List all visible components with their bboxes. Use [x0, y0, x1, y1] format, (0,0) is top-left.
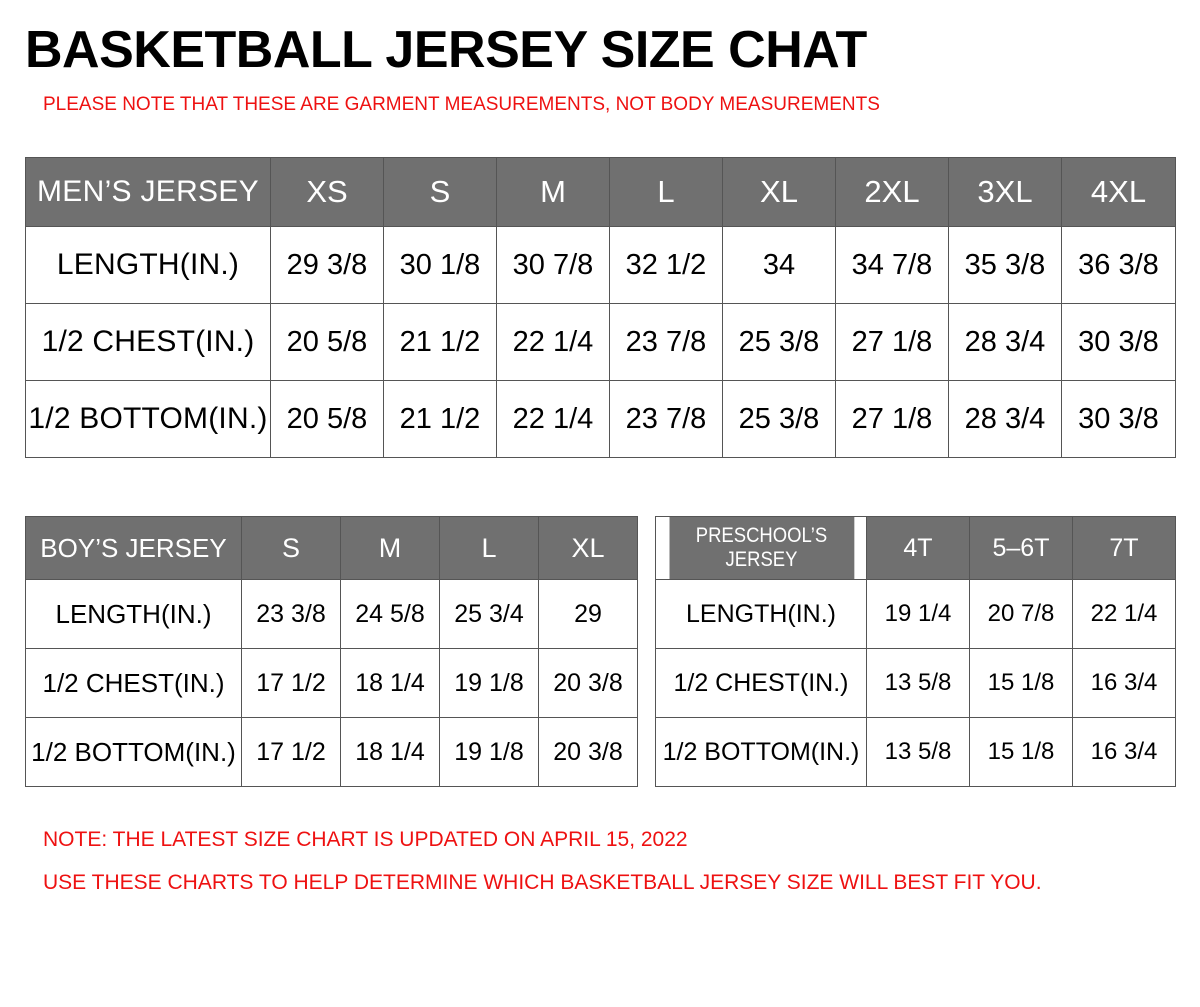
mens-jersey-table-wrapper: MEN’S JERSEY XS S M L XL 2XL 3XL 4XL LEN…	[25, 157, 1176, 459]
measurement-cell: 32 1/2	[609, 226, 723, 305]
boys-size-header: L	[439, 516, 539, 581]
row-label: 1/2 CHEST(IN.)	[655, 648, 867, 719]
row-label: 1/2 BOTTOM(IN.)	[655, 717, 867, 788]
bottom-tables-row: BOY’S JERSEY S M L XL LENGTH(IN.) 23 3/8…	[25, 516, 1176, 788]
measurement-cell: 29 3/8	[270, 226, 384, 305]
measurement-cell: 25 3/4	[439, 579, 539, 650]
measurement-cell: 23 3/8	[241, 579, 341, 650]
table-header-row: PRESCHOOL’S JERSEY 4T 5–6T 7T	[656, 516, 1176, 581]
mens-size-header: XS	[270, 157, 384, 228]
mens-size-header: M	[496, 157, 610, 228]
table-row: 1/2 BOTTOM(IN.) 17 1/2 18 1/4 19 1/8 20 …	[25, 717, 638, 788]
table-row: LENGTH(IN.) 19 1/4 20 7/8 22 1/4	[655, 579, 1176, 650]
preschool-size-header: 5–6T	[969, 516, 1073, 581]
measurement-cell: 25 3/8	[722, 380, 836, 459]
preschool-jersey-table-wrapper: PRESCHOOL’S JERSEY 4T 5–6T 7T LENGTH(IN.…	[655, 516, 1176, 788]
measurement-cell: 28 3/4	[948, 303, 1062, 382]
preschool-size-header: 7T	[1072, 516, 1176, 581]
measurement-cell: 30 1/8	[383, 226, 497, 305]
measurement-cell: 34	[722, 226, 836, 305]
footer-note-update: NOTE: THE LATEST SIZE CHART IS UPDATED O…	[43, 828, 688, 852]
boys-corner-label: BOY’S JERSEY	[25, 516, 242, 581]
measurement-cell: 20 5/8	[270, 380, 384, 459]
measurement-cell: 36 3/8	[1061, 226, 1176, 305]
measurement-cell: 20 3/8	[538, 717, 638, 788]
measurement-cell: 29	[538, 579, 638, 650]
measurement-cell: 22 1/4	[496, 303, 610, 382]
boys-size-header: M	[340, 516, 440, 581]
measurement-cell: 28 3/4	[948, 380, 1062, 459]
measurement-cell: 27 1/8	[835, 303, 949, 382]
page-title: BASKETBALL JERSEY SIZE CHAT	[25, 21, 867, 79]
measurement-cell: 19 1/4	[866, 579, 970, 650]
measurement-cell: 20 7/8	[969, 579, 1073, 650]
mens-size-header: 4XL	[1061, 157, 1176, 228]
measurement-cell: 13 5/8	[866, 717, 970, 788]
measurement-cell: 25 3/8	[722, 303, 836, 382]
measurement-cell: 19 1/8	[439, 648, 539, 719]
table-header-row: MEN’S JERSEY XS S M L XL 2XL 3XL 4XL	[25, 157, 1176, 228]
row-label: LENGTH(IN.)	[25, 226, 271, 305]
table-header-row: BOY’S JERSEY S M L XL	[25, 516, 638, 581]
measurement-notice: PLEASE NOTE THAT THESE ARE GARMENT MEASU…	[43, 94, 880, 116]
measurement-cell: 30 7/8	[496, 226, 610, 305]
measurement-cell: 23 7/8	[609, 303, 723, 382]
measurement-cell: 35 3/8	[948, 226, 1062, 305]
measurement-cell: 20 3/8	[538, 648, 638, 719]
measurement-cell: 34 7/8	[835, 226, 949, 305]
preschool-corner-label: PRESCHOOL’S JERSEY	[667, 516, 855, 581]
table-row: 1/2 CHEST(IN.) 20 5/8 21 1/2 22 1/4 23 7…	[25, 303, 1176, 382]
measurement-cell: 30 3/8	[1061, 303, 1176, 382]
mens-size-header: L	[609, 157, 723, 228]
boys-jersey-table-wrapper: BOY’S JERSEY S M L XL LENGTH(IN.) 23 3/8…	[25, 516, 638, 788]
measurement-cell: 17 1/2	[241, 648, 341, 719]
measurement-cell: 21 1/2	[383, 380, 497, 459]
measurement-cell: 21 1/2	[383, 303, 497, 382]
footer-note-usage: USE THESE CHARTS TO HELP DETERMINE WHICH…	[43, 871, 1042, 895]
row-label: 1/2 BOTTOM(IN.)	[25, 717, 242, 788]
measurement-cell: 16 3/4	[1072, 717, 1176, 788]
measurement-cell: 23 7/8	[609, 380, 723, 459]
measurement-cell: 19 1/8	[439, 717, 539, 788]
table-row: 1/2 CHEST(IN.) 17 1/2 18 1/4 19 1/8 20 3…	[25, 648, 638, 719]
measurement-cell: 27 1/8	[835, 380, 949, 459]
measurement-cell: 18 1/4	[340, 717, 440, 788]
row-label: LENGTH(IN.)	[25, 579, 242, 650]
measurement-cell: 18 1/4	[340, 648, 440, 719]
boys-size-header: XL	[538, 516, 638, 581]
table-row: 1/2 BOTTOM(IN.) 13 5/8 15 1/8 16 3/4	[655, 717, 1176, 788]
row-label: LENGTH(IN.)	[655, 579, 867, 650]
mens-corner-label: MEN’S JERSEY	[25, 157, 271, 228]
table-row: 1/2 CHEST(IN.) 13 5/8 15 1/8 16 3/4	[655, 648, 1176, 719]
table-row: LENGTH(IN.) 23 3/8 24 5/8 25 3/4 29	[25, 579, 638, 650]
measurement-cell: 15 1/8	[969, 648, 1073, 719]
row-label: 1/2 BOTTOM(IN.)	[25, 380, 271, 459]
mens-size-header: S	[383, 157, 497, 228]
boys-size-header: S	[241, 516, 341, 581]
measurement-cell: 30 3/8	[1061, 380, 1176, 459]
mens-size-header: 3XL	[948, 157, 1062, 228]
measurement-cell: 13 5/8	[866, 648, 970, 719]
row-label: 1/2 CHEST(IN.)	[25, 648, 242, 719]
mens-size-header: XL	[722, 157, 836, 228]
row-label: 1/2 CHEST(IN.)	[25, 303, 271, 382]
measurement-cell: 22 1/4	[1072, 579, 1176, 650]
measurement-cell: 20 5/8	[270, 303, 384, 382]
table-row: 1/2 BOTTOM(IN.) 20 5/8 21 1/2 22 1/4 23 …	[25, 380, 1176, 459]
measurement-cell: 15 1/8	[969, 717, 1073, 788]
mens-size-header: 2XL	[835, 157, 949, 228]
measurement-cell: 17 1/2	[241, 717, 341, 788]
table-row: LENGTH(IN.) 29 3/8 30 1/8 30 7/8 32 1/2 …	[25, 226, 1176, 305]
measurement-cell: 24 5/8	[340, 579, 440, 650]
boys-jersey-table: BOY’S JERSEY S M L XL LENGTH(IN.) 23 3/8…	[25, 516, 638, 788]
preschool-jersey-table: PRESCHOOL’S JERSEY 4T 5–6T 7T LENGTH(IN.…	[655, 516, 1176, 788]
mens-jersey-table: MEN’S JERSEY XS S M L XL 2XL 3XL 4XL LEN…	[25, 157, 1176, 459]
measurement-cell: 16 3/4	[1072, 648, 1176, 719]
footer-notes: NOTE: THE LATEST SIZE CHART IS UPDATED O…	[43, 827, 1175, 895]
preschool-size-header: 4T	[866, 516, 970, 581]
measurement-cell: 22 1/4	[496, 380, 610, 459]
